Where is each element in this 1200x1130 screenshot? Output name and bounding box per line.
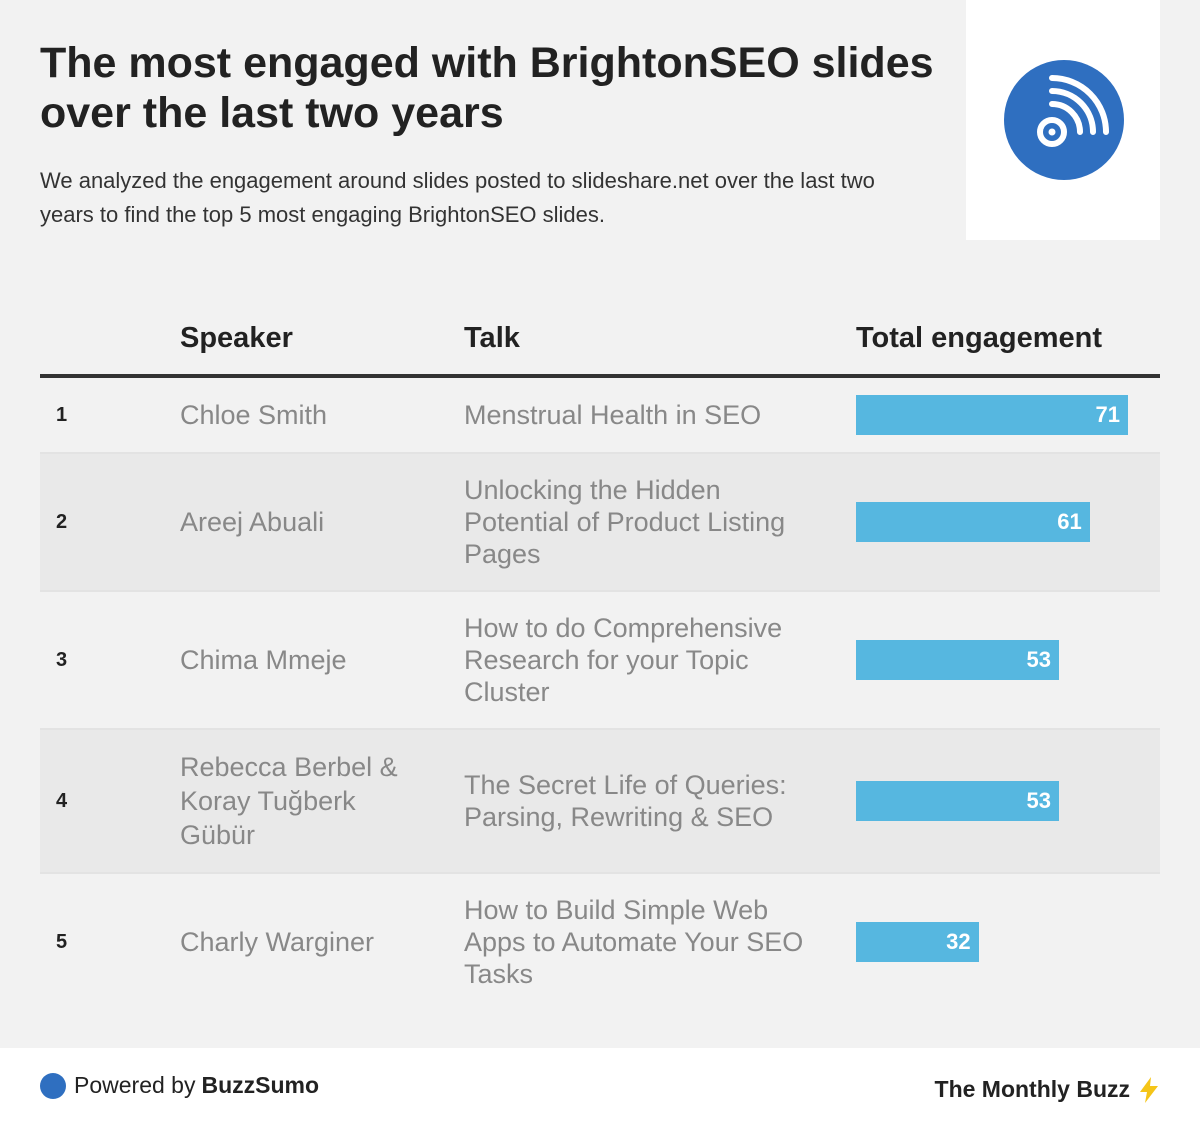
- engagement-value-label: 32: [946, 929, 971, 954]
- engagement-bar: 71: [856, 395, 1128, 435]
- engagement-bar: 53: [856, 781, 1060, 821]
- speaker-cell: Charly Warginer: [180, 927, 375, 957]
- talk-cell: Unlocking the Hidden Potential of Produc…: [464, 475, 786, 569]
- column-header-speaker: Speaker: [180, 322, 293, 354]
- buzzsumo-dot-icon: [40, 1072, 66, 1099]
- rank-cell: 5: [56, 930, 68, 953]
- table-row: 2 Areej Abuali Unlocking the Hidden Pote…: [40, 454, 1160, 592]
- table-row: 5 Charly Warginer How to Build Simple We…: [40, 874, 1160, 1010]
- engagement-value-label: 53: [1026, 788, 1052, 813]
- powered-by-prefix: Powered by: [74, 1072, 196, 1098]
- engagement-value-label: 53: [1026, 647, 1052, 672]
- engagement-bar: 53: [856, 640, 1060, 680]
- newsletter-name: The Monthly Buzz: [934, 1076, 1130, 1102]
- page-title: The most engaged with BrightonSEO slides…: [40, 39, 934, 137]
- speaker-cell: Rebecca Berbel & Koray Tuğberk Gübür: [180, 752, 398, 850]
- table-row: 3 Chima Mmeje How to do Comprehensive Re…: [40, 592, 1160, 730]
- engagement-bar: 32: [856, 922, 979, 962]
- rank-cell: 1: [56, 403, 68, 426]
- talk-cell: How to Build Simple Web Apps to Automate…: [464, 895, 804, 989]
- rank-cell: 4: [56, 789, 68, 812]
- newsletter-label: The Monthly Buzz: [935, 1076, 1158, 1103]
- engagement-bar: 61: [856, 502, 1090, 542]
- engagement-value-label: 61: [1057, 509, 1082, 534]
- powered-by-brand: BuzzSumo: [201, 1072, 320, 1098]
- talk-cell: The Secret Life of Queries: Parsing, Rew…: [464, 770, 787, 832]
- table-row: 4 Rebecca Berbel & Koray Tuğberk Gübür T…: [40, 730, 1160, 874]
- page-subtitle: We analyzed the engagement around slides…: [40, 168, 875, 227]
- talk-cell: Menstrual Health in SEO: [464, 400, 762, 430]
- table-row: 1 Chloe Smith Menstrual Health in SEO 71: [40, 378, 1160, 454]
- rank-cell: 3: [56, 648, 68, 671]
- speaker-cell: Areej Abuali: [180, 507, 325, 537]
- logo-panel: [966, 0, 1160, 240]
- powered-by: Powered by BuzzSumo: [40, 1072, 319, 1099]
- lightning-bolt-icon: [1140, 1076, 1158, 1103]
- table-header: Speaker Talk Total engagement: [40, 310, 1160, 378]
- engagement-table: Speaker Talk Total engagement 1 Chloe Sm…: [40, 310, 1160, 1010]
- speaker-cell: Chima Mmeje: [180, 645, 347, 675]
- column-header-engagement: Total engagement: [856, 322, 1102, 354]
- talk-cell: How to do Comprehensive Research for you…: [464, 613, 783, 707]
- footer: Powered by BuzzSumo The Monthly Buzz: [0, 1048, 1200, 1130]
- engagement-value-label: 71: [1095, 402, 1120, 427]
- column-header-talk: Talk: [464, 322, 520, 354]
- rank-cell: 2: [56, 510, 68, 533]
- broadcast-signal-icon: [1004, 60, 1124, 180]
- speaker-cell: Chloe Smith: [180, 400, 328, 430]
